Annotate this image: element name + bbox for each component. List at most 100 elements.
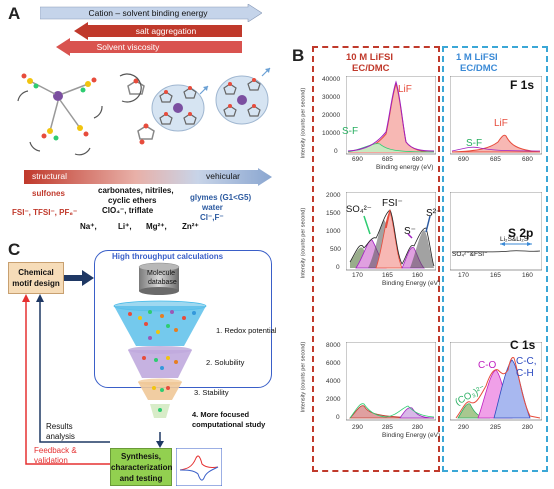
htc-title: High throughput calculations: [112, 252, 224, 261]
s2p-ylabel: Intensity (counts per second): [300, 207, 307, 279]
f1s-ytick-1: 30000: [322, 94, 341, 101]
s2p-arrows-10m: [363, 209, 431, 239]
cyclic-voltammogram-inset: [176, 448, 222, 486]
s2p-title: S 2p: [508, 226, 534, 240]
c1s-title: C 1s: [510, 338, 536, 352]
step-stability: 3. Stability: [194, 388, 229, 397]
panel-c-letter: C: [8, 240, 21, 259]
synthesis-box: Synthesis, characterization and testing: [110, 448, 172, 486]
f1s-plot-1m: [450, 76, 542, 155]
s2p-ytick-0: 2000: [326, 192, 341, 199]
f1s-sf-left: S-F: [342, 126, 359, 137]
htc-box: [94, 250, 272, 388]
cation-mg: Mg²⁺,: [146, 222, 167, 231]
glymes-label: glymes (G1<G5): [190, 193, 252, 202]
f1s-xtick-right-2: 680: [522, 156, 533, 163]
f1s-ytick-2: 20000: [322, 112, 341, 119]
synthesis-label-1: Synthesis,: [120, 452, 161, 461]
results-analysis-2: analysis: [46, 432, 75, 441]
cation-solvent-label: Cation – solvent binding energy: [88, 8, 208, 18]
solvent-viscosity-label: Solvent viscosity: [96, 42, 160, 52]
c1s-plot-10m: [346, 342, 436, 421]
step-focused-1: 4. More focused: [192, 410, 250, 419]
f1s-xtick-right-0: 690: [458, 156, 469, 163]
feedback-validation-1: Feedback &: [34, 446, 77, 455]
s2p-xtick-right-0: 170: [458, 272, 469, 279]
solvated-cation-cluster: [151, 84, 209, 132]
mid-solvents-line3: ClO₄⁻, triflate: [102, 206, 154, 215]
col-10m-title-2: EC/DMC: [352, 63, 390, 74]
s2p-xtick-left-0: 170: [352, 272, 363, 279]
salt-aggregation-label: salt aggregation: [135, 26, 197, 36]
c1s-xtick-left-1: 285: [382, 424, 393, 431]
chemical-motif-box: Chemical motif design: [8, 262, 64, 294]
panel-a-letter: A: [8, 4, 21, 23]
motif-to-htc-arrow: [64, 270, 94, 286]
s2p-right-left-label: SO₄²⁻&FSI⁻: [452, 251, 488, 258]
f1s-ytick-3: 10000: [322, 130, 341, 137]
c1s-xlabel: Binding Energy (eV): [382, 432, 441, 439]
cation-solvent-arrow: [40, 4, 262, 22]
vehicular-label: vehicular: [206, 171, 241, 181]
c1s-cc: C-C,: [516, 356, 537, 367]
feedback-validation-2: validation: [34, 456, 68, 465]
free-solvent-molecule-2: [137, 123, 155, 145]
f1s-title: F 1s: [510, 78, 535, 92]
col-1m-title-1: 1 M LiFSI: [456, 52, 498, 63]
panel-b-letter: B: [292, 46, 305, 65]
c1s-xtick-right-0: 290: [458, 424, 469, 431]
db-label-1: Molecule: [147, 270, 176, 277]
f1s-sf-right: S-F: [466, 138, 483, 149]
screening-funnel: [113, 300, 207, 418]
c1s-ch: C-H: [516, 368, 534, 379]
s2p-fsi: FSI⁻: [382, 198, 403, 209]
f1s-xlabel: Binding energy (eV): [376, 164, 434, 171]
s2p-plot-1m: [450, 192, 542, 271]
salt-aggregation-arrow: [74, 22, 242, 40]
chemical-motif-label: Chemical motif design: [12, 268, 60, 288]
s2p-xtick-left-2: 160: [412, 272, 423, 279]
c1s-xtick-left-2: 280: [412, 424, 423, 431]
s2p-ytick-3: 500: [330, 246, 341, 253]
col-10m-frame: [312, 46, 440, 472]
f1s-ytick-4: 0: [334, 148, 338, 155]
s2p-plot-10m: [346, 192, 436, 271]
f1s-ytick-0: 40000: [322, 76, 341, 83]
s2p-so4-left: SO₄²⁻: [346, 204, 372, 215]
f1s-lif-left: LiF: [398, 84, 412, 95]
f1s-lif-right: LiF: [494, 118, 508, 129]
db-label-2: database: [148, 279, 177, 286]
c1s-co: C-O: [478, 360, 497, 371]
f1s-xtick-left-1: 685: [382, 156, 393, 163]
s2p-xtick-right-2: 160: [522, 272, 533, 279]
sulfones-label: sulfones: [32, 189, 65, 198]
c1s-ytick-0: 8000: [326, 342, 341, 349]
water-label: water: [202, 203, 223, 212]
s2p-s2-minus: S²⁻: [426, 208, 442, 219]
solvation-structures-illustration: [17, 67, 271, 156]
s2p-xtick-left-1: 165: [382, 272, 393, 279]
f1s-xtick-right-1: 685: [490, 156, 501, 163]
molecule-database-icon: [138, 262, 180, 295]
step-redox: 1. Redox potential: [216, 326, 277, 335]
s2p-ytick-1: 1500: [326, 210, 341, 217]
s2p-s-minus: S⁻: [404, 226, 416, 237]
cation-li: Li⁺,: [118, 222, 132, 231]
c1s-xtick-left-0: 290: [352, 424, 363, 431]
f1s-xtick-left-0: 690: [352, 156, 363, 163]
structural-label: structural: [32, 171, 67, 181]
structural-vehicular-bar: [24, 168, 272, 186]
step-focused-2: computational study: [192, 420, 266, 429]
free-solvent-molecule: [119, 73, 145, 103]
solvated-cation-cluster-right: [215, 67, 271, 125]
mid-solvents-line1: carbonates, nitriles,: [98, 186, 174, 195]
c1s-plot-1m: [450, 342, 542, 421]
mid-solvents-line2: cyclic ethers: [108, 196, 157, 205]
contact-ion-cluster: [17, 73, 103, 156]
s2p-right-right-label: Li₂S&Li₂S: [500, 236, 529, 243]
f1s-xtick-left-2: 680: [412, 156, 423, 163]
s2p-xtick-right-1: 165: [490, 272, 501, 279]
results-analysis-1: Results: [46, 422, 73, 431]
c1s-ytick-4: 0: [336, 414, 340, 421]
step-solubility: 2. Solubility: [206, 358, 245, 367]
